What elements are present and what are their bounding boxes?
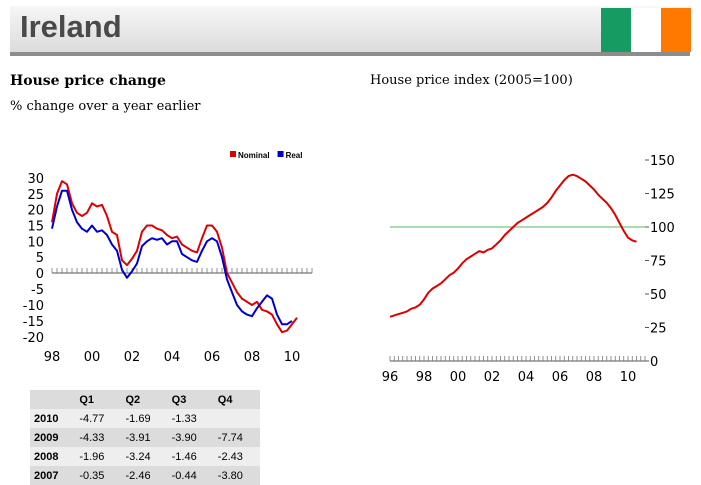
- y-tick-label: -5: [31, 283, 44, 298]
- table-cell-year: 2009: [30, 428, 76, 447]
- flag-stripe-white: [631, 8, 661, 52]
- legend-label-nominal: Nominal: [238, 151, 270, 160]
- table-cell: -2.43: [213, 447, 260, 466]
- series-line-nominal: [51, 180, 298, 334]
- table-cell: -1.96: [75, 447, 122, 466]
- table-row: 2010 -4.77 -1.69 -1.33: [30, 409, 260, 428]
- irish-flag-icon: [601, 8, 691, 52]
- table-row: 2007 -0.35 -2.46 -0.44 -3.80: [30, 466, 260, 485]
- x-tick-label: 06: [552, 370, 569, 385]
- table-cell: -3.90: [167, 428, 214, 447]
- series-line-house-price-index: [389, 173, 637, 318]
- table-cell: -7.74: [213, 428, 260, 447]
- y-tick-label: 75: [650, 255, 667, 270]
- y-tick-label: 5: [36, 251, 44, 266]
- y-tick-label: 30: [27, 172, 44, 187]
- y-tick-label: 150: [650, 154, 675, 169]
- y-tick-label: 25: [650, 322, 667, 337]
- x-tick-label: 98: [416, 370, 433, 385]
- x-tick-label: 96: [382, 370, 399, 385]
- series-line-real: [51, 189, 293, 326]
- right-chart-title: House price index (2005=100): [370, 73, 573, 88]
- flag-stripe-orange: [661, 8, 691, 52]
- table-cell: -3.80: [213, 466, 260, 485]
- left-chart-title: House price change: [10, 73, 166, 89]
- table-cell-year: 2008: [30, 447, 76, 466]
- table-cell: -0.44: [167, 466, 214, 485]
- table-cell: -0.35: [75, 466, 122, 485]
- table-cell: -1.69: [121, 409, 168, 428]
- x-tick-label: 06: [204, 350, 221, 365]
- y-tick-label: -10: [23, 299, 44, 314]
- table-cell-year: 2007: [30, 466, 76, 485]
- x-tick-label: 08: [244, 350, 261, 365]
- y-tick-label: 25: [27, 188, 44, 203]
- x-tick-label: 00: [450, 370, 467, 385]
- country-title: Ireland: [20, 9, 122, 44]
- x-tick-label: 04: [518, 370, 535, 385]
- y-tick-label: -20: [23, 331, 44, 346]
- legend-swatch-nominal: [230, 151, 236, 157]
- x-tick-label: 98: [44, 350, 61, 365]
- x-tick-label: 02: [484, 370, 501, 385]
- quarterly-change-table: Q1 Q2 Q3 Q4 2010 -4.77 -1.69 -1.33 2009 …: [30, 390, 260, 485]
- y-tick-label: -15: [23, 315, 44, 330]
- country-banner: Ireland: [10, 6, 691, 56]
- table-cell: -4.77: [75, 409, 122, 428]
- table-row: 2008 -1.96 -3.24 -1.46 -2.43: [30, 447, 260, 466]
- table-header: Q1: [75, 390, 122, 409]
- table-cell: -1.46: [167, 447, 214, 466]
- table-cell: -3.91: [121, 428, 168, 447]
- table-cell: -1.33: [167, 409, 214, 428]
- flag-stripe-green: [601, 8, 631, 52]
- table-header-row: Q1 Q2 Q3 Q4: [30, 390, 260, 409]
- legend-label-real: Real: [286, 151, 303, 160]
- x-tick-label: 04: [164, 350, 181, 365]
- table-cell: -2.46: [121, 466, 168, 485]
- x-tick-label: 10: [284, 350, 301, 365]
- y-tick-label: 100: [650, 221, 675, 236]
- table-header: Q2: [121, 390, 168, 409]
- x-tick-label: 00: [84, 350, 101, 365]
- table-header: Q4: [213, 390, 260, 409]
- table-cell: -4.33: [75, 428, 122, 447]
- x-tick-label: 02: [124, 350, 141, 365]
- x-tick-label: 08: [586, 370, 603, 385]
- table-header: [30, 390, 76, 409]
- y-tick-label: 10: [27, 235, 44, 250]
- y-tick-label: 0: [36, 267, 44, 282]
- y-tick-label: 0: [650, 355, 658, 370]
- legend-swatch-real: [277, 151, 284, 157]
- y-tick-label: 20: [27, 204, 44, 219]
- y-tick-label: 125: [650, 188, 675, 203]
- table-header: Q3: [167, 390, 214, 409]
- table-cell: [213, 409, 260, 428]
- y-tick-label: 50: [650, 288, 667, 303]
- x-tick-label: 10: [620, 370, 637, 385]
- table-cell: -3.24: [121, 447, 168, 466]
- table-cell-year: 2010: [30, 409, 76, 428]
- table-row: 2009 -4.33 -3.91 -3.90 -7.74: [30, 428, 260, 447]
- y-tick-label: 15: [27, 220, 44, 235]
- left-chart-subtitle: % change over a year earlier: [10, 99, 201, 114]
